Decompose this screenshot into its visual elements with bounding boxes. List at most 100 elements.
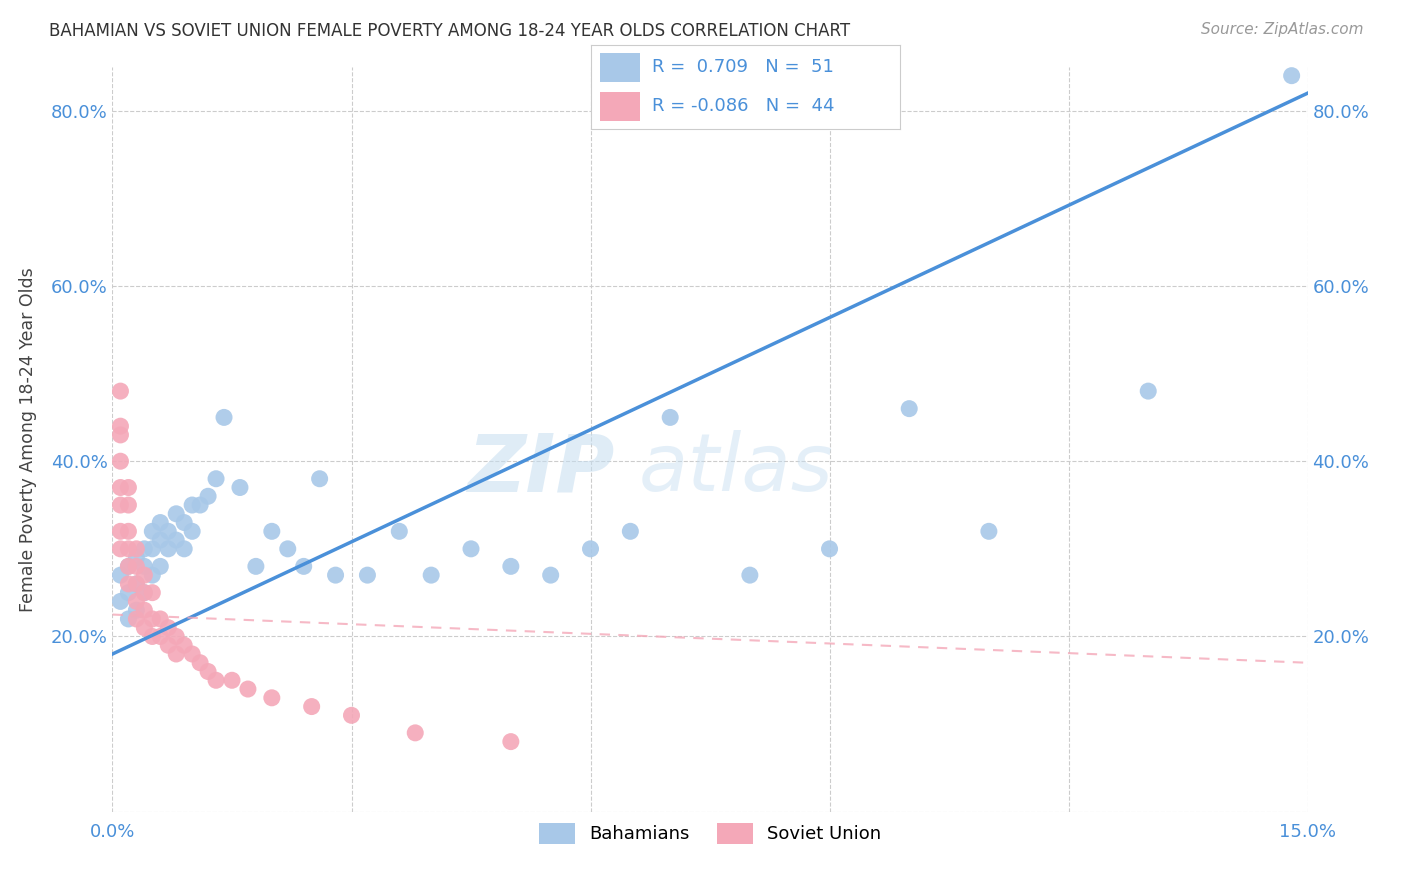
FancyBboxPatch shape: [600, 92, 640, 120]
Point: [181, 498, 204, 512]
Point: [236, 681, 259, 696]
Point: [141, 585, 163, 599]
Point: [738, 568, 761, 582]
Legend: Bahamians, Soviet Union: Bahamians, Soviet Union: [531, 816, 889, 851]
Point: [308, 472, 330, 486]
Text: ZIP: ZIP: [467, 430, 614, 508]
Point: [173, 638, 195, 652]
Point: [117, 481, 139, 495]
Point: [125, 550, 148, 565]
Point: [460, 541, 482, 556]
Point: [141, 630, 163, 644]
Point: [165, 533, 187, 547]
Point: [499, 734, 522, 748]
Point: [1281, 69, 1303, 83]
Point: [579, 541, 602, 556]
Point: [117, 541, 139, 556]
Point: [141, 541, 163, 556]
Point: [141, 568, 163, 582]
Point: [188, 656, 211, 670]
Point: [149, 559, 172, 574]
Text: R =  0.709   N =  51: R = 0.709 N = 51: [652, 59, 834, 77]
Point: [110, 454, 132, 468]
Point: [110, 384, 132, 398]
Point: [110, 568, 132, 582]
Point: [165, 647, 187, 661]
Point: [212, 410, 235, 425]
Point: [818, 541, 841, 556]
Point: [197, 665, 219, 679]
Point: [134, 585, 156, 599]
Point: [420, 568, 443, 582]
Point: [181, 524, 204, 539]
Point: [197, 489, 219, 503]
Point: [619, 524, 641, 539]
Point: [110, 524, 132, 539]
Point: [149, 533, 172, 547]
Point: [125, 541, 148, 556]
Point: [117, 585, 139, 599]
Point: [292, 559, 315, 574]
Point: [157, 541, 180, 556]
Point: [117, 524, 139, 539]
Point: [404, 726, 426, 740]
Point: [125, 612, 148, 626]
Point: [977, 524, 1000, 539]
Point: [173, 516, 195, 530]
Point: [117, 498, 139, 512]
Point: [157, 524, 180, 539]
Point: [117, 577, 139, 591]
FancyBboxPatch shape: [600, 54, 640, 82]
Point: [205, 673, 228, 688]
Text: Source: ZipAtlas.com: Source: ZipAtlas.com: [1201, 22, 1364, 37]
Text: atlas: atlas: [638, 430, 834, 508]
Point: [149, 630, 172, 644]
Point: [117, 559, 139, 574]
Point: [134, 621, 156, 635]
Point: [117, 612, 139, 626]
Text: BAHAMIAN VS SOVIET UNION FEMALE POVERTY AMONG 18-24 YEAR OLDS CORRELATION CHART: BAHAMIAN VS SOVIET UNION FEMALE POVERTY …: [49, 22, 851, 40]
Point: [110, 419, 132, 434]
Point: [540, 568, 562, 582]
Point: [301, 699, 323, 714]
Point: [499, 559, 522, 574]
Point: [125, 594, 148, 608]
Point: [205, 472, 228, 486]
Point: [898, 401, 921, 416]
Point: [141, 612, 163, 626]
Text: R = -0.086   N =  44: R = -0.086 N = 44: [652, 97, 835, 115]
Point: [340, 708, 363, 723]
Point: [110, 498, 132, 512]
Point: [149, 516, 172, 530]
Point: [157, 621, 180, 635]
Point: [125, 577, 148, 591]
Point: [110, 594, 132, 608]
Point: [260, 524, 283, 539]
Point: [157, 638, 180, 652]
Point: [1137, 384, 1160, 398]
Point: [110, 481, 132, 495]
Point: [221, 673, 243, 688]
Point: [173, 541, 195, 556]
Point: [141, 524, 163, 539]
Point: [356, 568, 378, 582]
Point: [134, 568, 156, 582]
Point: [188, 498, 211, 512]
Point: [134, 585, 156, 599]
Point: [181, 647, 204, 661]
Point: [388, 524, 411, 539]
Point: [134, 559, 156, 574]
Y-axis label: Female Poverty Among 18-24 Year Olds: Female Poverty Among 18-24 Year Olds: [18, 267, 37, 612]
Point: [277, 541, 299, 556]
Point: [245, 559, 267, 574]
Point: [125, 577, 148, 591]
Point: [110, 428, 132, 442]
Point: [229, 481, 252, 495]
Point: [110, 541, 132, 556]
Point: [125, 603, 148, 617]
Point: [165, 507, 187, 521]
Point: [125, 559, 148, 574]
Point: [659, 410, 682, 425]
Point: [260, 690, 283, 705]
Point: [149, 612, 172, 626]
